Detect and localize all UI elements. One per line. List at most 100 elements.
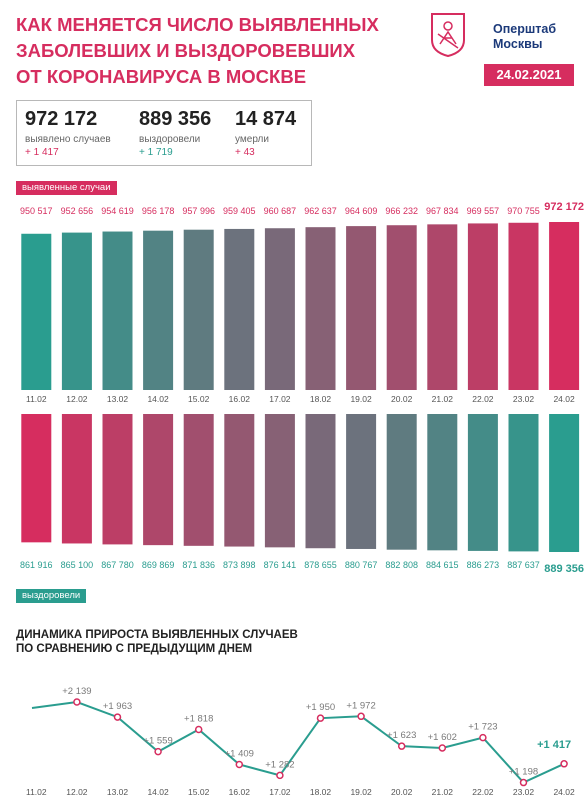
recovered-bar — [508, 414, 539, 552]
date-label: 13.02 — [107, 787, 129, 797]
detected-bar — [346, 226, 377, 390]
date-label: 21.02 — [432, 787, 454, 797]
recovered-bar — [305, 414, 336, 549]
dynamics-line — [31, 700, 565, 784]
recovered-value-label: 887 637 — [507, 560, 540, 570]
dynamics-value-label: +1 818 — [184, 713, 213, 724]
date-label: 12.02 — [66, 394, 88, 404]
detected-bar — [143, 230, 174, 390]
recovered-bar — [61, 414, 92, 544]
recovered-tag: выздоровели — [16, 589, 87, 603]
recovered-value-label: 871 836 — [182, 560, 215, 570]
recovered-value-label: 867 780 — [101, 560, 134, 570]
stat-value: 14 874 — [235, 108, 297, 130]
detected-bar — [21, 233, 52, 390]
stat-label: выздоровели — [139, 134, 201, 145]
detected-value-label: 962 637 — [304, 206, 337, 216]
stat-recovered: 889 356 выздоровели + 1 719 — [139, 101, 211, 160]
date-label: 24.02 — [553, 787, 575, 797]
date-label: 11.02 — [26, 787, 47, 797]
date-label: 15.02 — [188, 787, 210, 797]
date-label: 20.02 — [391, 787, 413, 797]
detected-value-label: 956 178 — [142, 206, 175, 216]
page-title: КАК МЕНЯЕТСЯ ЧИСЛО ВЫЯВЛЕННЫХ ЗАБОЛЕВШИХ… — [16, 12, 379, 90]
detected-value-label: 959 405 — [223, 206, 256, 216]
dynamics-point — [154, 747, 162, 756]
dynamics-point — [235, 760, 244, 769]
date-label: 13.02 — [107, 394, 129, 404]
detected-value-label: 957 996 — [182, 206, 215, 216]
stat-change: + 1 417 — [25, 147, 59, 158]
dynamics-value-label: +1 602 — [428, 732, 457, 743]
stat-label: умерли — [235, 134, 269, 145]
dynamics-value-label: +2 139 — [62, 686, 91, 697]
dynamics-point — [194, 725, 203, 734]
recovered-bar — [143, 414, 174, 546]
brand-name: Оперштаб Москвы — [493, 22, 556, 52]
dynamics-point — [560, 760, 568, 768]
stat-deaths: 14 874 умерли + 43 — [235, 101, 296, 160]
dynamics-value-label: +1 198 — [509, 767, 538, 778]
moscow-coat-of-arms-icon — [431, 13, 465, 58]
detected-value-label: 954 619 — [101, 206, 134, 216]
brand-line: Оперштаб — [493, 22, 557, 36]
recovered-bar — [264, 414, 295, 548]
dynamics-value-label: +1 559 — [143, 736, 172, 747]
recovered-bar — [21, 414, 52, 543]
detected-bar — [467, 223, 498, 390]
detected-value-label: 952 656 — [61, 206, 94, 216]
detected-bar — [386, 225, 417, 390]
dynamics-point — [438, 744, 447, 752]
date-label: 17.02 — [269, 787, 291, 797]
dynamics-value-label: +1 972 — [346, 700, 375, 711]
recovered-bar — [183, 414, 214, 546]
dynamics-point — [276, 771, 284, 780]
recovered-bar — [467, 414, 498, 551]
recovered-bar — [102, 414, 133, 545]
recovered-value-label: 869 869 — [142, 560, 175, 570]
date-label: 14.02 — [147, 394, 169, 404]
detected-bar — [264, 228, 295, 390]
date-label: 16.02 — [229, 394, 251, 404]
date-label: 11.02 — [26, 394, 47, 404]
recovered-value-label: 884 615 — [426, 560, 459, 570]
dynamics-value-label: +1 963 — [103, 701, 132, 712]
detected-bar — [61, 232, 92, 390]
title-line: КАК МЕНЯЕТСЯ ЧИСЛО ВЫЯВЛЕННЫХ — [16, 14, 379, 35]
dynamics-point — [479, 733, 487, 742]
dynamics-point — [519, 778, 528, 787]
dynamics-point — [357, 712, 365, 721]
recovered-value-label: 873 898 — [223, 560, 256, 570]
date-label: 24.02 — [553, 394, 575, 404]
stat-value: 889 356 — [139, 108, 212, 130]
date-label: 23.02 — [513, 787, 535, 797]
dynamics-point — [113, 713, 122, 721]
date-label: 19.02 — [350, 787, 372, 797]
date-badge: 24.02.2021 — [484, 64, 574, 86]
stat-change: + 43 — [235, 147, 255, 158]
detected-bar — [305, 227, 336, 390]
date-label: 18.02 — [310, 394, 332, 404]
dynamics-value-label: +1 950 — [306, 702, 335, 713]
date-label: 22.02 — [472, 787, 494, 797]
dynamics-value-label: +1 282 — [265, 759, 294, 770]
date-label: 14.02 — [147, 787, 169, 797]
dynamics-value-label: +1 409 — [225, 748, 254, 759]
stat-label: выявлено случаев — [25, 134, 111, 145]
stats-panel: 972 172 выявлено случаев + 1 417 889 356… — [16, 100, 312, 166]
date-label: 17.02 — [269, 394, 291, 404]
detected-value-label: 969 557 — [467, 206, 500, 216]
detected-bar — [183, 229, 214, 390]
date-label: 20.02 — [391, 394, 413, 404]
detected-tag: выявленные случаи — [16, 181, 117, 195]
detected-value-label: 964 609 — [345, 206, 378, 216]
detected-value-label: 966 232 — [385, 206, 418, 216]
detected-value-label: 967 834 — [426, 206, 459, 216]
recovered-value-label: 882 808 — [385, 560, 418, 570]
recovered-value-label: 865 100 — [61, 560, 94, 570]
detected-bar — [102, 231, 133, 390]
detected-value-label: 950 517 — [20, 206, 53, 216]
title-line: ОТ КОРОНАВИРУСА В МОСКВЕ — [16, 66, 307, 87]
dynamics-point — [397, 742, 406, 750]
recovered-bar — [386, 414, 417, 550]
